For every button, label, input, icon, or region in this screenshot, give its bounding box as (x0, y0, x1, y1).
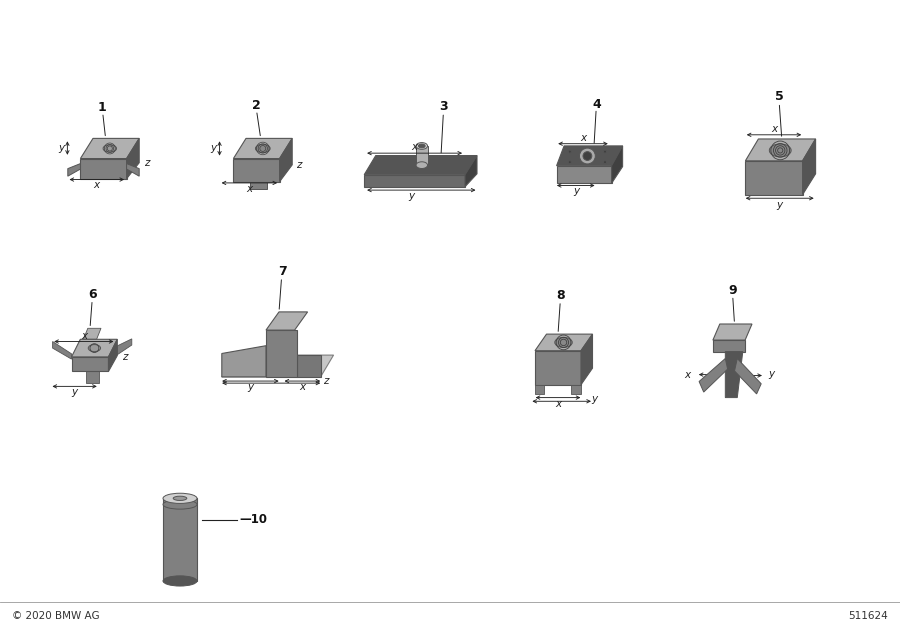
Text: x: x (81, 331, 87, 341)
Ellipse shape (418, 144, 425, 148)
Text: 3: 3 (439, 100, 448, 113)
Polygon shape (52, 341, 71, 359)
Polygon shape (84, 328, 101, 340)
Text: z: z (144, 158, 149, 168)
Polygon shape (71, 340, 117, 357)
Text: z: z (323, 376, 328, 386)
Circle shape (583, 152, 592, 161)
Polygon shape (127, 164, 140, 176)
Text: 6: 6 (88, 288, 97, 301)
Polygon shape (612, 146, 623, 183)
Polygon shape (80, 139, 140, 159)
Circle shape (568, 150, 572, 153)
Text: 8: 8 (556, 289, 565, 302)
Text: 511624: 511624 (848, 611, 888, 621)
Ellipse shape (104, 145, 116, 152)
Text: 1: 1 (97, 101, 106, 114)
Text: y: y (211, 144, 217, 154)
Polygon shape (364, 175, 465, 186)
Polygon shape (713, 340, 745, 352)
Circle shape (604, 161, 607, 164)
Text: x: x (555, 399, 561, 409)
Ellipse shape (770, 144, 791, 157)
Text: x: x (771, 123, 777, 134)
Text: y: y (591, 394, 598, 404)
Ellipse shape (163, 493, 197, 503)
Polygon shape (556, 146, 623, 166)
Circle shape (568, 161, 572, 164)
Text: y: y (58, 143, 65, 153)
Text: y: y (71, 387, 77, 397)
Text: y: y (573, 186, 579, 196)
Polygon shape (465, 156, 477, 186)
Polygon shape (725, 352, 742, 398)
Text: 9: 9 (729, 284, 737, 297)
Polygon shape (571, 385, 581, 394)
Polygon shape (581, 334, 592, 385)
Text: x: x (411, 142, 418, 152)
Polygon shape (713, 324, 752, 340)
Ellipse shape (173, 496, 187, 500)
Polygon shape (117, 339, 131, 355)
Text: x: x (300, 382, 305, 392)
Ellipse shape (163, 576, 197, 586)
Polygon shape (71, 357, 109, 372)
Polygon shape (221, 346, 266, 377)
Polygon shape (297, 355, 320, 377)
Polygon shape (250, 181, 267, 189)
Text: x: x (685, 370, 690, 380)
Text: x: x (94, 180, 100, 190)
Ellipse shape (256, 144, 270, 152)
Polygon shape (280, 139, 292, 181)
Text: y: y (248, 382, 254, 392)
Text: 2: 2 (252, 99, 261, 112)
Polygon shape (745, 161, 803, 195)
Text: y: y (409, 192, 414, 202)
Text: 7: 7 (278, 265, 286, 278)
Text: y: y (777, 200, 783, 210)
Polygon shape (68, 164, 80, 176)
Polygon shape (734, 358, 761, 394)
Ellipse shape (88, 345, 101, 352)
Polygon shape (745, 139, 815, 161)
Text: 4: 4 (592, 98, 601, 111)
Text: © 2020 BMW AG: © 2020 BMW AG (12, 611, 100, 621)
Polygon shape (163, 498, 197, 581)
Ellipse shape (554, 337, 572, 348)
Text: z: z (122, 352, 128, 362)
Ellipse shape (416, 142, 428, 149)
Polygon shape (266, 312, 308, 330)
Text: 5: 5 (775, 90, 784, 103)
Text: z: z (296, 160, 302, 170)
Polygon shape (535, 334, 592, 351)
Polygon shape (80, 159, 127, 179)
Text: —10: —10 (239, 513, 267, 526)
Circle shape (604, 150, 607, 153)
Text: x: x (580, 134, 586, 144)
Polygon shape (233, 139, 292, 159)
Polygon shape (535, 385, 544, 394)
Polygon shape (803, 139, 815, 195)
Text: x: x (247, 184, 252, 194)
Polygon shape (699, 358, 727, 392)
Ellipse shape (163, 500, 197, 509)
Ellipse shape (416, 162, 428, 168)
Circle shape (580, 148, 595, 164)
Polygon shape (416, 146, 428, 165)
Polygon shape (233, 159, 280, 181)
Text: y: y (769, 369, 774, 379)
Polygon shape (109, 340, 117, 372)
Polygon shape (221, 355, 334, 377)
Polygon shape (364, 156, 477, 175)
Polygon shape (535, 351, 581, 385)
Polygon shape (266, 330, 297, 377)
Polygon shape (127, 139, 140, 179)
Polygon shape (86, 372, 99, 383)
Polygon shape (556, 166, 612, 183)
